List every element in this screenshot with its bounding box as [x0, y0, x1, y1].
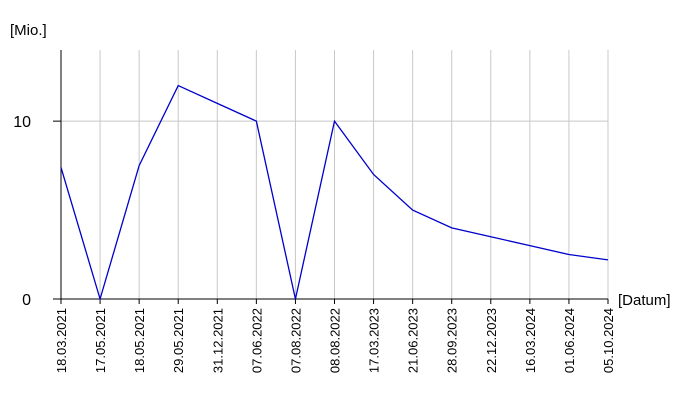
x-tick-label: 16.03.2024	[523, 308, 538, 373]
y-tick-label: 0	[22, 292, 31, 309]
x-tick-label: 01.06.2024	[562, 308, 577, 373]
x-tick-label: 17.03.2023	[367, 308, 382, 373]
x-tick-label: 31.12.2021	[210, 308, 225, 373]
x-tick-label: 05.10.2024	[601, 308, 616, 373]
x-axis-label: [Datum]	[618, 292, 671, 309]
data-line	[60, 84, 609, 302]
y-tick-label: 10	[13, 114, 31, 131]
x-tick-label: 17.05.2021	[93, 308, 108, 373]
x-tick-label: 21.06.2023	[406, 308, 421, 373]
x-tick-label: 28.09.2023	[445, 308, 460, 373]
x-tick-label: 29.05.2021	[171, 308, 186, 373]
x-tick-label: 07.06.2022	[249, 308, 264, 373]
x-tick-label: 22.12.2023	[484, 308, 499, 373]
x-tick-label: 18.03.2021	[54, 308, 69, 373]
x-tick-label: 07.08.2022	[288, 308, 303, 373]
y-axis-label: [Mio.]	[10, 22, 47, 39]
x-tick-label: 08.08.2022	[328, 308, 343, 373]
x-tick-label: 18.05.2021	[132, 308, 147, 373]
